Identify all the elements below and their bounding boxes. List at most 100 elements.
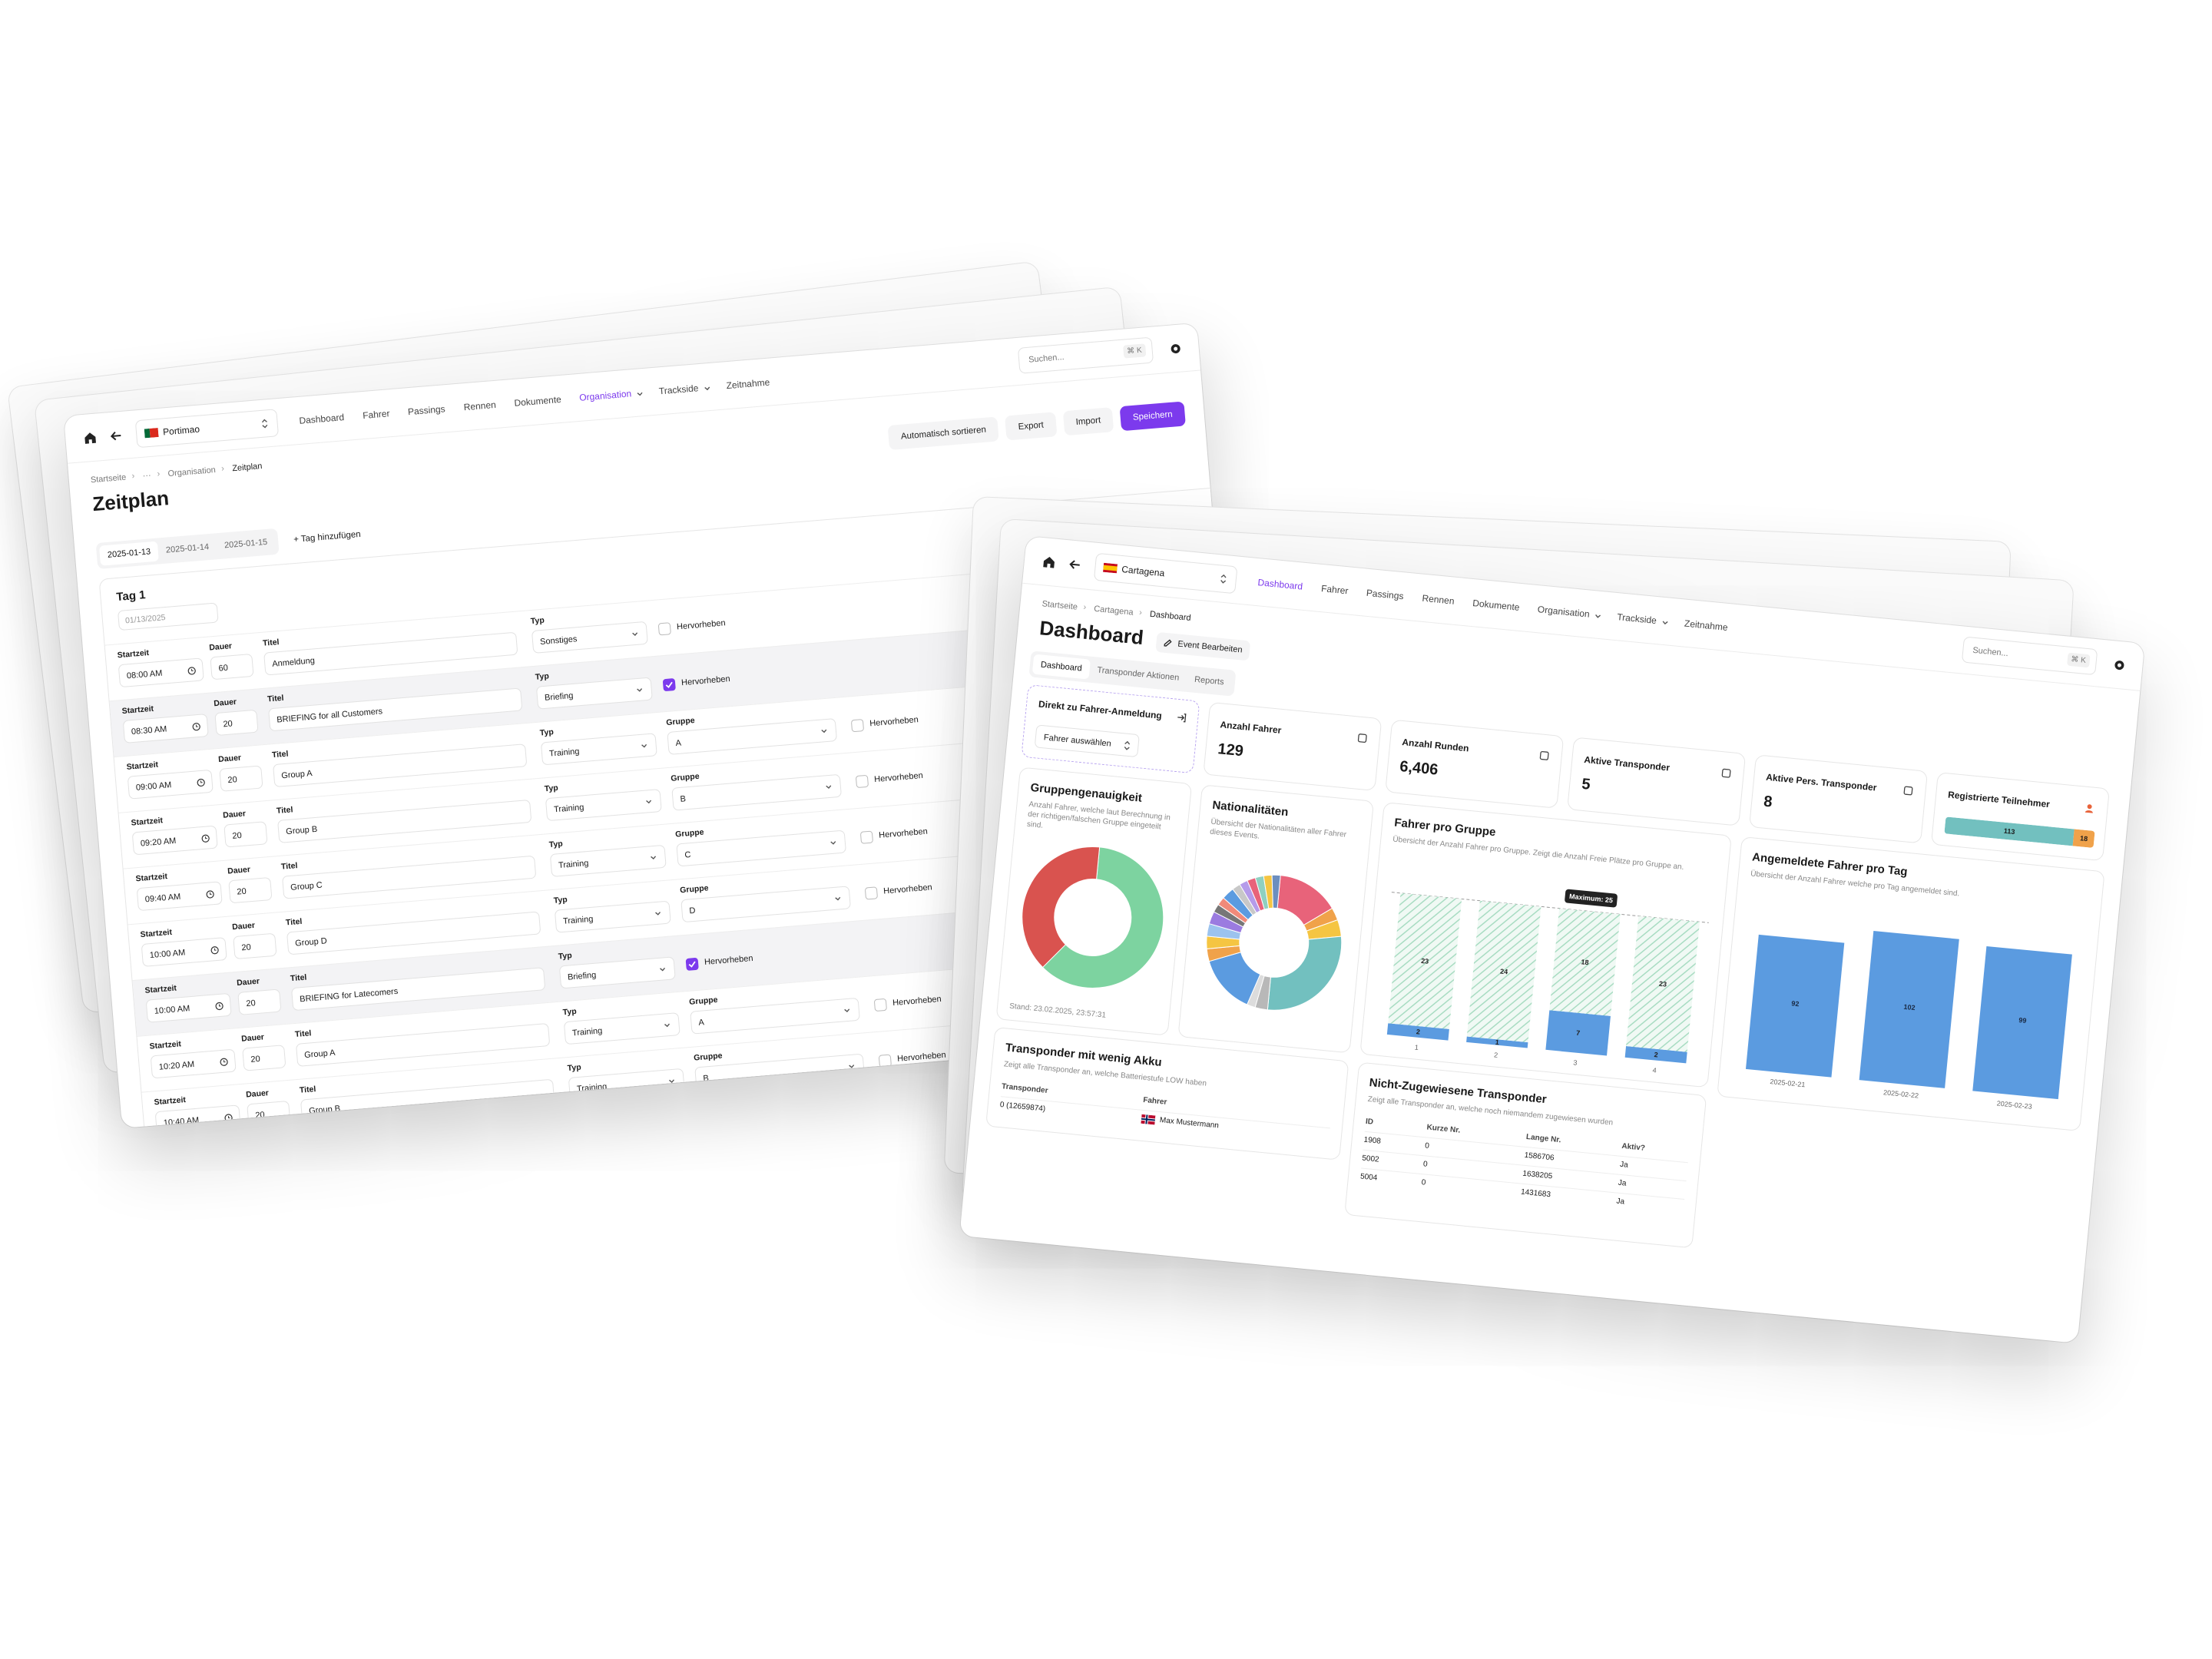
driver-select[interactable]: Fahrer auswählen <box>1034 724 1140 758</box>
title-input[interactable]: Anmeldung <box>263 631 518 676</box>
type-select[interactable]: Briefing <box>558 956 676 989</box>
settings-icon[interactable] <box>1169 342 1182 355</box>
action-button[interactable]: Export <box>1005 412 1058 441</box>
home-icon[interactable] <box>82 429 99 446</box>
type-select[interactable]: Training <box>549 844 667 877</box>
group-select[interactable]: B <box>671 773 843 811</box>
duration-input[interactable]: 20 <box>214 709 259 737</box>
home-icon[interactable] <box>1041 554 1058 571</box>
title-input[interactable]: Group B <box>300 1078 555 1123</box>
nav-tab[interactable]: Trackside <box>1616 611 1657 627</box>
time-input[interactable]: 08:30 AM <box>122 714 209 743</box>
highlight-checkbox[interactable] <box>859 830 874 844</box>
location-select[interactable]: Portimao <box>134 409 280 449</box>
duration-input[interactable]: 20 <box>224 821 268 848</box>
duration-input[interactable]: 20 <box>247 1100 291 1128</box>
type-select[interactable]: Briefing <box>535 677 653 710</box>
day-tab[interactable]: 2025-01-13 <box>98 541 160 566</box>
title-input[interactable]: BRIEFING for Latecomers <box>290 967 546 1012</box>
type-select[interactable]: Training <box>563 1012 680 1045</box>
field-label: Titel <box>271 749 289 760</box>
title-input[interactable]: Group D <box>286 911 541 955</box>
title-input[interactable]: Group A <box>273 743 528 788</box>
type-select[interactable]: Sonstiges <box>531 621 648 654</box>
nav-tab[interactable]: Dashboard <box>1257 577 1303 592</box>
nav-tab[interactable]: Dokumente <box>1472 598 1521 613</box>
day-tab[interactable]: 2025-01-14 <box>165 542 210 555</box>
group-select[interactable]: D <box>680 886 851 923</box>
time-input[interactable]: 10:40 AM <box>154 1104 241 1128</box>
group-select[interactable]: A <box>667 718 838 755</box>
time-input[interactable]: 10:00 AM <box>145 992 232 1023</box>
time-input[interactable]: 09:40 AM <box>136 881 223 912</box>
settings-icon[interactable] <box>2113 658 2126 671</box>
duration-input[interactable]: 20 <box>219 765 263 792</box>
group-select[interactable]: A <box>690 997 860 1035</box>
search-box[interactable]: Suchen... ⌘ K <box>1961 636 2098 676</box>
edit-event-button[interactable]: Event Bearbeiten <box>1155 631 1251 661</box>
dashboard-tab[interactable]: Reports <box>1194 674 1225 687</box>
duration-input[interactable]: 60 <box>210 653 254 680</box>
breadcrumb-item[interactable]: Startseite <box>90 472 127 485</box>
action-button[interactable]: Import <box>1062 407 1114 436</box>
nav-chevron-part <box>1595 614 1601 618</box>
duration-input[interactable]: 20 <box>233 932 277 960</box>
action-button[interactable]: Speichern <box>1119 401 1186 432</box>
dashboard-tab[interactable]: Transponder Aktionen <box>1096 665 1180 683</box>
type-select[interactable]: Training <box>568 1068 685 1101</box>
add-day-button[interactable]: + Tag hinzufügen <box>293 529 362 545</box>
day-tab[interactable]: 2025-01-15 <box>224 537 268 551</box>
duration-input[interactable]: 20 <box>242 1045 286 1071</box>
nav-tab[interactable]: Organisation <box>578 388 632 403</box>
type-select[interactable]: Training <box>545 789 662 822</box>
highlight-checkbox[interactable] <box>864 886 879 900</box>
nav-tab[interactable]: Zeitnahme <box>726 376 770 392</box>
duration-input[interactable]: 20 <box>228 876 273 904</box>
time-input[interactable]: 08:00 AM <box>118 657 204 688</box>
nav-tab[interactable]: Dashboard <box>298 412 345 426</box>
time-input[interactable]: 09:20 AM <box>131 825 218 856</box>
breadcrumb-item[interactable]: Startseite <box>1041 599 1078 612</box>
nav-tab[interactable]: Trackside <box>658 382 699 397</box>
back-icon[interactable] <box>108 428 125 445</box>
highlight-checkbox[interactable] <box>855 774 869 789</box>
bar-segment <box>1466 900 1541 1043</box>
location-select[interactable]: Cartagena <box>1093 552 1238 594</box>
title-input[interactable]: Group A <box>295 1022 551 1067</box>
time-input[interactable]: 09:00 AM <box>127 769 214 800</box>
breadcrumb-item[interactable]: Cartagena <box>1093 604 1134 618</box>
type-select[interactable]: Training <box>540 733 657 766</box>
highlight-checkbox[interactable] <box>662 677 676 692</box>
highlight-checkbox[interactable] <box>657 622 671 636</box>
duration-input[interactable]: 20 <box>237 988 282 1015</box>
dashboard-tab[interactable]: Dashboard <box>1031 654 1091 680</box>
time-input[interactable]: 10:00 AM <box>141 937 227 967</box>
group-select[interactable]: C <box>676 830 847 867</box>
title-input[interactable]: Group C <box>282 855 537 899</box>
search-box[interactable]: Suchen... ⌘ K <box>1017 336 1154 374</box>
nav-tab[interactable]: Rennen <box>463 399 497 413</box>
title-input[interactable]: BRIEFING for all Customers <box>268 687 523 732</box>
time-input[interactable]: 10:20 AM <box>150 1048 237 1079</box>
nav-tab[interactable]: Fahrer <box>362 408 391 422</box>
nav-tab[interactable]: Passings <box>1366 587 1405 602</box>
type-select[interactable]: Training <box>554 900 671 933</box>
highlight-checkbox[interactable] <box>878 1054 892 1068</box>
group-select[interactable]: B <box>694 1053 865 1091</box>
nav-tab[interactable]: Rennen <box>1421 592 1455 607</box>
nav-tab[interactable]: Fahrer <box>1320 583 1349 597</box>
nav-tab[interactable]: Passings <box>407 403 446 418</box>
nav-tab[interactable]: Zeitnahme <box>1684 618 1729 633</box>
action-button[interactable]: Automatisch sortieren <box>887 416 1000 451</box>
highlight-checkbox[interactable] <box>685 957 699 971</box>
nav-tab[interactable]: Dokumente <box>513 393 562 409</box>
breadcrumb-item[interactable]: Organisation <box>167 465 217 479</box>
highlight-checkbox[interactable] <box>873 998 888 1012</box>
back-icon[interactable] <box>1067 556 1084 573</box>
date-input[interactable]: 01/13/2025 <box>117 602 219 631</box>
breadcrumb-item[interactable]: ··· <box>142 470 152 481</box>
nav-tab[interactable]: Organisation <box>1537 604 1591 620</box>
title-input[interactable]: Group B <box>277 799 532 843</box>
highlight-checkbox[interactable] <box>850 719 865 733</box>
card-description: Übersicht der Nationalitäten aller Fahre… <box>1209 817 1347 841</box>
